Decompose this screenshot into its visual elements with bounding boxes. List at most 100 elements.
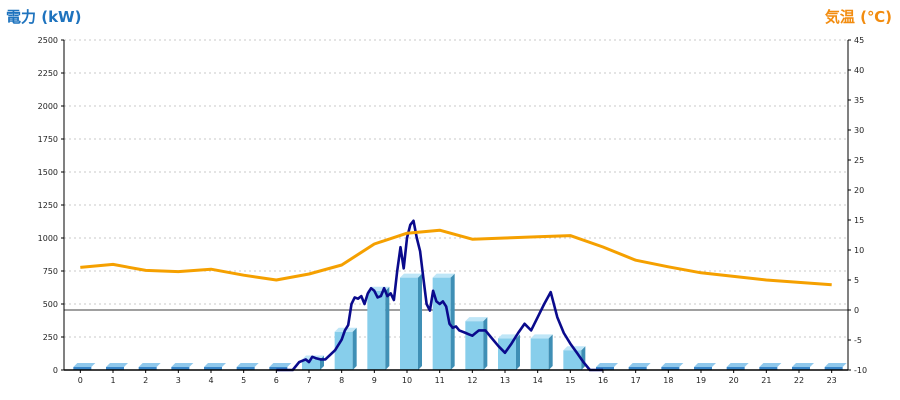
x-tick-label: 2 — [143, 376, 148, 385]
bar-base-top — [171, 363, 194, 367]
bar-side — [483, 317, 488, 370]
bar — [465, 317, 488, 370]
bar-base — [596, 363, 618, 370]
power-line — [276, 219, 603, 372]
right-tick-label: 35 — [854, 96, 864, 105]
bar-top — [465, 317, 488, 322]
line-layer — [80, 219, 832, 372]
x-tick-label: 15 — [565, 376, 575, 385]
bar-base-front — [138, 367, 157, 370]
bar-side — [516, 334, 520, 370]
axis-layer: 02505007501000125015001750200022502500-1… — [38, 36, 867, 385]
x-tick-label: 17 — [631, 376, 641, 385]
bar-side — [352, 327, 357, 370]
x-tick-label: 22 — [794, 376, 804, 385]
right-tick-label: 5 — [854, 276, 859, 285]
bar-base-front — [661, 367, 680, 370]
left-tick-label: 250 — [43, 333, 58, 342]
bar-base-top — [596, 363, 618, 367]
bar-base — [73, 363, 96, 370]
left-tick-label: 2250 — [38, 69, 58, 78]
bar-base — [694, 363, 716, 370]
bar-front — [400, 277, 418, 370]
x-tick-label: 12 — [467, 376, 477, 385]
bar-base — [171, 363, 194, 370]
bar-base-top — [726, 363, 749, 367]
bar-base-front — [792, 367, 810, 370]
x-tick-label: 11 — [435, 376, 445, 385]
left-axis-title: 電力 (kW) — [6, 8, 82, 26]
left-tick-label: 2000 — [38, 102, 58, 111]
bar-base-front — [236, 367, 255, 370]
bar-base-top — [73, 363, 96, 367]
bar-front — [432, 277, 451, 370]
bar-base-front — [628, 367, 647, 370]
x-tick-label: 23 — [827, 376, 837, 385]
bar-base-top — [824, 363, 847, 367]
right-tick-label: 15 — [854, 216, 864, 225]
bar-base-front — [269, 367, 288, 370]
x-tick-label: 6 — [274, 376, 279, 385]
right-tick-label: 20 — [854, 186, 864, 195]
bar-base-top — [269, 363, 292, 367]
bar — [334, 327, 357, 370]
bar-front — [563, 350, 582, 370]
bar — [432, 273, 455, 370]
left-tick-label: 2500 — [38, 36, 58, 45]
x-tick-label: 10 — [402, 376, 412, 385]
bar-base — [824, 363, 847, 370]
x-tick-label: 13 — [500, 376, 510, 385]
x-tick-label: 1 — [110, 376, 115, 385]
bar-side — [418, 273, 422, 370]
right-tick-label: 45 — [854, 36, 864, 45]
bar-base — [236, 363, 259, 370]
right-tick-label: 30 — [854, 126, 864, 135]
bar-top — [530, 334, 553, 339]
bar-base-top — [628, 363, 651, 367]
right-tick-label: 10 — [854, 246, 864, 255]
bar-side — [450, 273, 455, 370]
bar-front — [302, 359, 320, 370]
x-tick-label: 0 — [78, 376, 83, 385]
x-tick-label: 18 — [663, 376, 673, 385]
bar-base-top — [661, 363, 684, 367]
x-tick-label: 3 — [176, 376, 181, 385]
bar-base-front — [106, 367, 124, 370]
bar-base-front — [204, 367, 222, 370]
bar-base-front — [171, 367, 190, 370]
right-tick-label: -10 — [854, 366, 867, 375]
bar-base — [792, 363, 814, 370]
bar-base-front — [824, 367, 843, 370]
left-tick-label: 1000 — [38, 234, 58, 243]
bar-base-front — [73, 367, 92, 370]
right-tick-label: 25 — [854, 156, 864, 165]
x-tick-label: 20 — [729, 376, 739, 385]
right-tick-label: 40 — [854, 66, 864, 75]
x-tick-label: 14 — [533, 376, 543, 385]
bar-top — [400, 273, 422, 278]
bar-layer — [73, 273, 847, 370]
bar — [367, 286, 390, 370]
x-tick-label: 16 — [598, 376, 608, 385]
bar-front — [498, 338, 516, 370]
x-tick-label: 8 — [339, 376, 344, 385]
bar-base — [106, 363, 128, 370]
left-tick-label: 0 — [53, 366, 58, 375]
left-tick-label: 1250 — [38, 201, 58, 210]
temperature-line — [80, 228, 832, 287]
grid-layer — [64, 39, 848, 338]
bar-base — [138, 363, 161, 370]
right-tick-label: 0 — [854, 306, 859, 315]
left-tick-label: 500 — [43, 300, 58, 309]
bar-base-front — [596, 367, 614, 370]
x-tick-label: 5 — [241, 376, 246, 385]
right-tick-label: -5 — [854, 336, 862, 345]
bar — [498, 334, 520, 370]
bar-base-top — [106, 363, 128, 367]
bar — [400, 273, 422, 370]
bar-front — [367, 290, 386, 370]
bar-base — [759, 363, 782, 370]
left-tick-label: 1750 — [38, 135, 58, 144]
bar-base-top — [792, 363, 814, 367]
